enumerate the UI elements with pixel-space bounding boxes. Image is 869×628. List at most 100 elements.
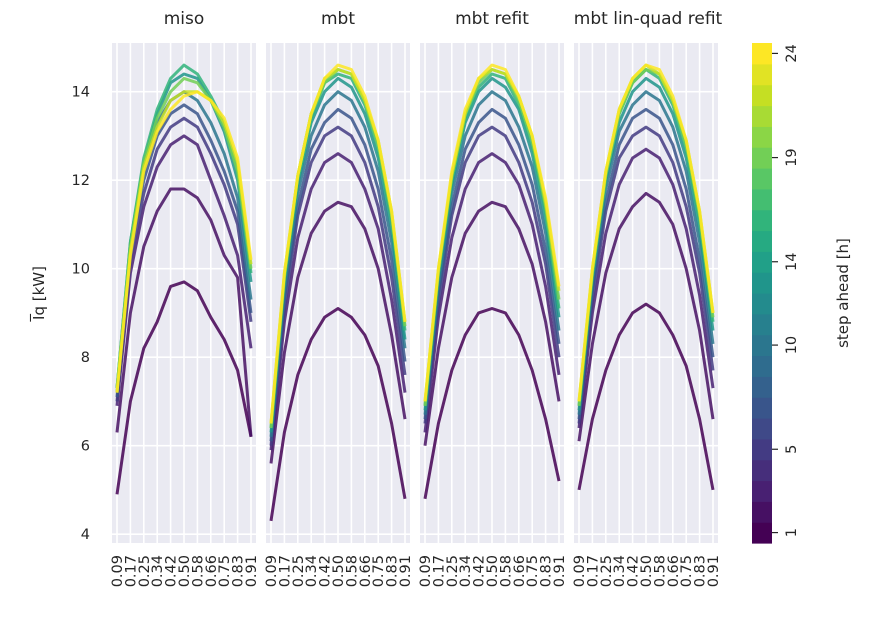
x-tick-label: 0.09 <box>264 555 280 587</box>
x-tick-label: 0.83 <box>385 555 401 587</box>
y-tick-label: 6 <box>81 439 90 455</box>
series-lines <box>269 63 407 522</box>
x-tick-label: 0.75 <box>217 555 233 587</box>
x-tick-label: 0.58 <box>190 555 206 587</box>
series-lines <box>423 63 561 500</box>
series-line-step-24 <box>577 63 715 402</box>
colorbar-segment <box>752 209 772 232</box>
series-line-step-2 <box>423 200 561 446</box>
panel-title: mbt refit <box>455 9 529 29</box>
series-line-step-2 <box>115 187 253 437</box>
series-line-step-7 <box>577 107 715 420</box>
x-tick-label: 0.83 <box>231 555 247 587</box>
x-tick-label: 0.91 <box>706 555 722 587</box>
x-tick-label: 0.25 <box>291 555 307 587</box>
x-tick-label: 0.58 <box>344 555 360 587</box>
colorbar-segment <box>752 438 772 461</box>
colorbar-segment <box>752 251 772 273</box>
series-line-step-7 <box>423 107 561 420</box>
series-line-step-1 <box>115 280 253 495</box>
panel-title: mbt lin-quad refit <box>574 9 723 29</box>
x-tick-label: 0.42 <box>626 555 642 587</box>
series-line-step-3 <box>577 147 715 429</box>
colorbar-segment <box>752 230 772 252</box>
x-tick-label: 0.17 <box>585 555 601 587</box>
colorbar-segment <box>752 459 772 482</box>
x-tick-label: 0.75 <box>371 555 387 587</box>
series-line-step-7 <box>269 107 407 442</box>
colorbar-segment <box>752 43 772 65</box>
colorbar-segment <box>752 147 772 169</box>
y-tick-label: 12 <box>72 173 90 189</box>
x-tick-label: 0.75 <box>525 555 541 587</box>
colorbar-segment <box>752 418 772 440</box>
series-lines <box>115 63 253 495</box>
series-line-step-24 <box>115 90 253 393</box>
series-line-step-2 <box>269 200 407 464</box>
x-tick-label: 0.09 <box>110 555 126 587</box>
colorbar-segment <box>752 334 772 357</box>
panel-mbt: 0.090.170.250.340.420.500.580.660.750.83… <box>264 9 414 587</box>
colorbar-tick-label: 1 <box>784 528 800 537</box>
colorbar-tick-label: 14 <box>784 253 800 271</box>
y-tick-label: 10 <box>72 262 90 278</box>
colorbar: 1 5 10 14 19 24 <box>752 43 800 544</box>
x-tick-label: 0.91 <box>552 555 568 587</box>
series-line-step-3 <box>423 152 561 433</box>
series-line-step-1 <box>577 302 715 491</box>
x-tick-label: 0.42 <box>318 555 334 587</box>
x-tick-label: 0.83 <box>539 555 555 587</box>
colorbar-label: step ahead [h] <box>834 238 852 348</box>
series-line-step-3 <box>115 134 253 406</box>
colorbar-segment <box>752 84 772 107</box>
colorbar-segment <box>752 272 772 294</box>
colorbar-segment <box>752 480 772 502</box>
series-line-step-5 <box>115 116 253 402</box>
y-tick-label: 4 <box>81 527 90 543</box>
series-line-step-24 <box>423 63 561 402</box>
x-tick-label: 0.50 <box>177 555 193 587</box>
x-tick-labels: 0.090.170.250.340.420.500.580.660.750.83… <box>110 555 260 587</box>
x-tick-label: 0.75 <box>679 555 695 587</box>
x-tick-label: 0.34 <box>304 555 320 587</box>
x-tick-label: 0.09 <box>418 555 434 587</box>
x-tick-label: 0.34 <box>150 555 166 587</box>
x-tick-labels: 0.090.170.250.340.420.500.580.660.750.83… <box>264 555 414 587</box>
x-tick-label: 0.25 <box>445 555 461 587</box>
panel-title: miso <box>164 9 205 29</box>
y-axis-label: I̅q [kW] <box>29 266 48 322</box>
x-tick-label: 0.34 <box>612 555 628 587</box>
colorbar-segment <box>752 63 772 86</box>
x-tick-label: 0.09 <box>572 555 588 587</box>
y-tick-labels: 4 6 8 10 12 14 <box>72 85 90 543</box>
x-tick-labels: 0.090.170.250.340.420.500.580.660.750.83… <box>572 555 722 587</box>
panel-mbt-lin-quad-refit: 0.090.170.250.340.420.500.580.660.750.83… <box>572 9 723 587</box>
x-tick-label: 0.66 <box>512 555 528 587</box>
x-tick-label: 0.50 <box>331 555 347 587</box>
x-tick-label: 0.66 <box>204 555 220 587</box>
colorbar-tick-label: 10 <box>784 336 800 354</box>
series-line-step-24 <box>269 63 407 424</box>
colorbar-segment <box>752 105 772 127</box>
x-tick-label: 0.42 <box>164 555 180 587</box>
colorbar-segment <box>752 188 772 211</box>
series-line-step-1 <box>269 307 407 522</box>
x-tick-label: 0.25 <box>137 555 153 587</box>
colorbar-tick-label: 5 <box>784 445 800 454</box>
x-tick-label: 0.83 <box>693 555 709 587</box>
x-tick-label: 0.17 <box>277 555 293 587</box>
colorbar-segment <box>752 522 772 544</box>
x-tick-label: 0.50 <box>485 555 501 587</box>
x-tick-label: 0.17 <box>431 555 447 587</box>
x-tick-label: 0.42 <box>472 555 488 587</box>
colorbar-segment <box>752 313 772 336</box>
colorbar-segment <box>752 168 772 190</box>
y-tick-label: 8 <box>81 350 90 366</box>
series-line-step-3 <box>269 152 407 451</box>
x-tick-label: 0.66 <box>358 555 374 587</box>
series-lines <box>577 63 715 491</box>
colorbar-segment <box>752 293 772 315</box>
x-tick-label: 0.25 <box>599 555 615 587</box>
colorbar-segment <box>752 355 772 377</box>
colorbar-tick-label: 19 <box>784 148 800 166</box>
